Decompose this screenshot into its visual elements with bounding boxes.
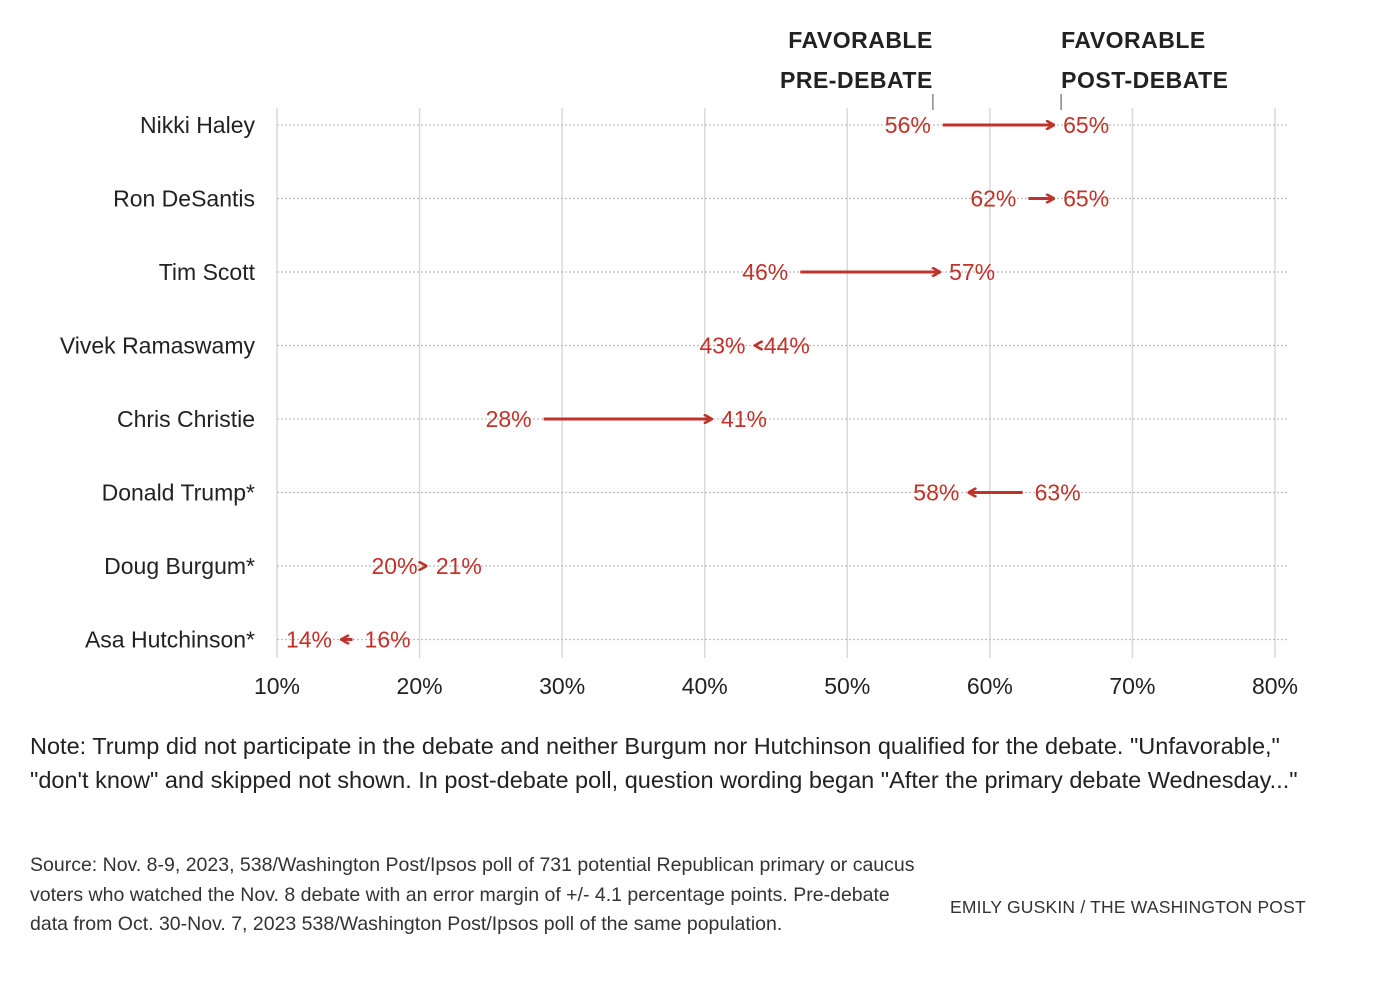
post-debate-value: 65%: [1063, 112, 1109, 138]
x-tick-label: 30%: [539, 673, 585, 699]
candidate-name: Ron DeSantis: [113, 186, 255, 212]
header-pre-line: FAVORABLE: [788, 27, 933, 53]
pre-debate-value: 28%: [486, 406, 532, 432]
x-tick-label: 40%: [682, 673, 728, 699]
candidate-row: Nikki Haley 56% 65%: [140, 112, 1109, 138]
chart-note: Note: Trump did not participate in the d…: [30, 733, 1298, 793]
column-headers: FAVORABLE PRE-DEBATE FAVORABLE POST-DEBATE: [780, 27, 1228, 110]
candidate-row: Doug Burgum* 21% 20%: [104, 553, 482, 579]
candidate-rows: Nikki Haley 56% 65% Ron DeSantis 62% 65% Tim S…: [60, 112, 1109, 653]
pre-debate-value: 43%: [699, 333, 745, 359]
post-debate-value: 14%: [286, 627, 332, 653]
favorability-chart: FAVORABLEPRE-DEBATEFAVORABLEPOST-DEBATE …: [60, 27, 1298, 699]
candidate-name: Donald Trump*: [102, 480, 255, 506]
pre-debate-value: 62%: [970, 186, 1016, 212]
x-tick-label: 80%: [1252, 673, 1298, 699]
pre-debate-value: 46%: [742, 259, 788, 285]
candidate-row: Asa Hutchinson* 16% 14%: [85, 627, 411, 653]
candidate-name: Asa Hutchinson*: [85, 627, 255, 653]
post-debate-value: 44%: [764, 333, 810, 359]
candidate-row: Vivek Ramaswamy 43% 44%: [60, 333, 810, 359]
x-tick-label: 10%: [254, 673, 300, 699]
post-debate-value: 20%: [372, 553, 418, 579]
candidate-name: Doug Burgum*: [104, 553, 255, 579]
pre-debate-value: 63%: [1035, 480, 1081, 506]
candidate-row: Ron DeSantis 62% 65%: [113, 186, 1109, 212]
header-post-line: FAVORABLE: [1061, 27, 1206, 53]
header-post-line: POST-DEBATE: [1061, 67, 1228, 93]
chart-credit: EMILY GUSKIN / THE WASHINGTON POST: [950, 897, 1306, 917]
x-tick-label: 60%: [967, 673, 1013, 699]
candidate-name: Chris Christie: [117, 406, 255, 432]
post-debate-value: 65%: [1063, 186, 1109, 212]
post-debate-value: 41%: [721, 406, 767, 432]
x-tick-label: 50%: [824, 673, 870, 699]
candidate-name: Tim Scott: [159, 259, 256, 285]
candidate-row: Chris Christie 28% 41%: [117, 406, 767, 432]
x-axis: 10% 20% 30% 40% 50% 60% 70% 80%: [254, 673, 1298, 699]
header-pre-line: PRE-DEBATE: [780, 67, 933, 93]
x-tick-label: 20%: [397, 673, 443, 699]
x-tick-label: 70%: [1109, 673, 1155, 699]
candidate-name: Vivek Ramaswamy: [60, 333, 256, 359]
candidate-name: Nikki Haley: [140, 112, 256, 138]
post-debate-value: 57%: [949, 259, 995, 285]
pre-debate-value: 56%: [885, 112, 931, 138]
post-debate-value: 58%: [913, 480, 959, 506]
gridlines: [276, 108, 1287, 658]
pre-debate-value: 16%: [365, 627, 411, 653]
candidate-row: Tim Scott 46% 57%: [159, 259, 995, 285]
pre-debate-value: 21%: [436, 553, 482, 579]
chart-source: Source: Nov. 8-9, 2023, 538/Washington P…: [30, 854, 915, 935]
candidate-row: Donald Trump* 63% 58%: [102, 480, 1081, 506]
